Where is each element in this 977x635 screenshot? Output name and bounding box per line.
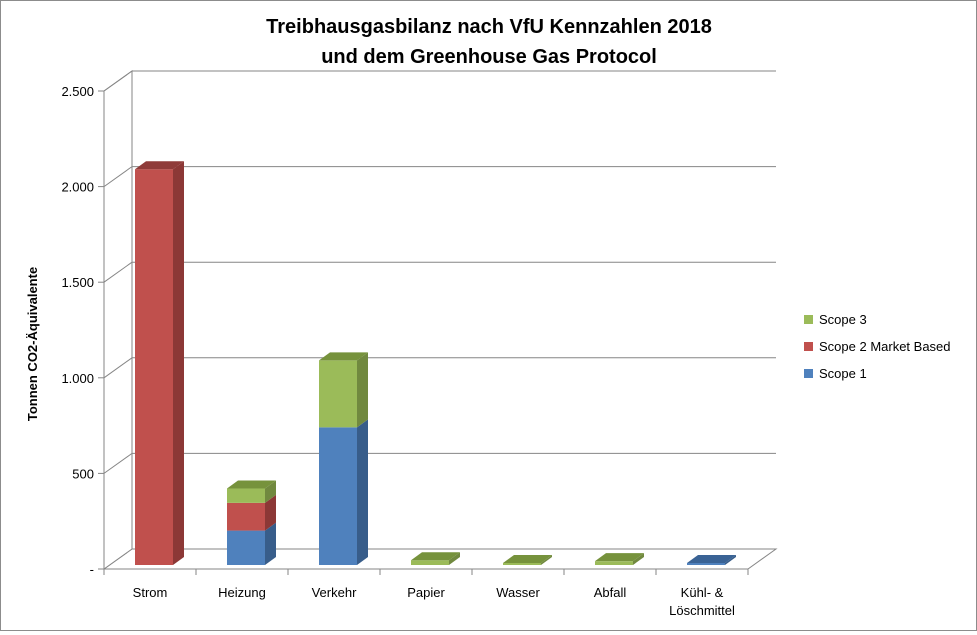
- y-tick-label: 2.500: [61, 84, 94, 99]
- bar-scope-1: [687, 563, 725, 565]
- bar-scope-3: [595, 561, 633, 565]
- bar-top: [595, 553, 644, 562]
- chart-axes: - 500 1.000 1.500 2.000 2.500 Strom Heizung Verk…: [61, 84, 749, 618]
- bar-scope-3: [411, 560, 449, 565]
- bar-scope-3: [319, 360, 357, 428]
- y-tick-label: 500: [72, 466, 94, 481]
- x-category-label: Strom: [133, 585, 168, 600]
- x-category-label: Löschmittel: [669, 603, 735, 618]
- chart-title-line-1: Treibhausgasbilanz nach VfU Kennzahlen 2…: [266, 16, 712, 38]
- bar-scope-2-market-based: [135, 169, 173, 565]
- bar-side: [265, 522, 276, 565]
- bar-top: [227, 480, 276, 489]
- bar-side: [449, 552, 460, 565]
- chart-title-line-2: und dem Greenhouse Gas Protocol: [321, 46, 657, 68]
- y-axis-label: Tonnen CO2-Äquivalente: [25, 267, 40, 421]
- legend: Scope 3 Scope 2 Market Based Scope 1: [804, 312, 951, 381]
- legend-label: Scope 3: [819, 312, 867, 327]
- bar-side: [173, 161, 184, 565]
- legend-label: Scope 1: [819, 366, 867, 381]
- legend-swatch: [804, 342, 813, 351]
- bar-top: [319, 352, 368, 361]
- bar-side: [265, 480, 276, 503]
- bar-side: [265, 494, 276, 531]
- x-category-label: Verkehr: [312, 585, 357, 600]
- bar-top: [411, 552, 460, 561]
- side-gridline: [103, 166, 133, 188]
- y-tick-label: 1.000: [61, 371, 94, 386]
- y-tick-label: 1.500: [61, 275, 94, 290]
- legend-swatch: [804, 315, 813, 324]
- bar-side: [633, 553, 644, 565]
- bar-scope-1: [319, 427, 357, 565]
- bar-top: [135, 161, 184, 170]
- chart-bars: [135, 161, 736, 565]
- x-category-label: Wasser: [496, 585, 540, 600]
- side-gridline: [103, 261, 133, 283]
- bar-scope-3: [227, 488, 265, 503]
- bar-top: [503, 555, 552, 563]
- chart-walls: [102, 70, 778, 570]
- bar-top: [687, 555, 736, 563]
- bar-scope-3: [503, 563, 541, 565]
- x-category-label: Papier: [407, 585, 445, 600]
- bar-scope-2-market-based: [227, 502, 265, 531]
- x-category-label: Kühl- &: [681, 585, 724, 600]
- y-tick-label: 2.000: [61, 180, 94, 195]
- side-gridline: [103, 357, 133, 379]
- legend-swatch: [804, 369, 813, 378]
- chart-side-wall: [103, 70, 133, 570]
- side-gridline: [103, 70, 133, 92]
- bar-side: [357, 419, 368, 565]
- legend-label: Scope 2 Market Based: [819, 339, 951, 354]
- bar-side: [725, 555, 736, 565]
- side-gridline: [103, 452, 133, 474]
- x-category-label: Abfall: [594, 585, 627, 600]
- bar-scope-1: [227, 530, 265, 565]
- bar-side: [357, 352, 368, 428]
- y-tick-label: -: [90, 562, 94, 577]
- x-category-label: Heizung: [218, 585, 266, 600]
- bar-side: [541, 555, 552, 565]
